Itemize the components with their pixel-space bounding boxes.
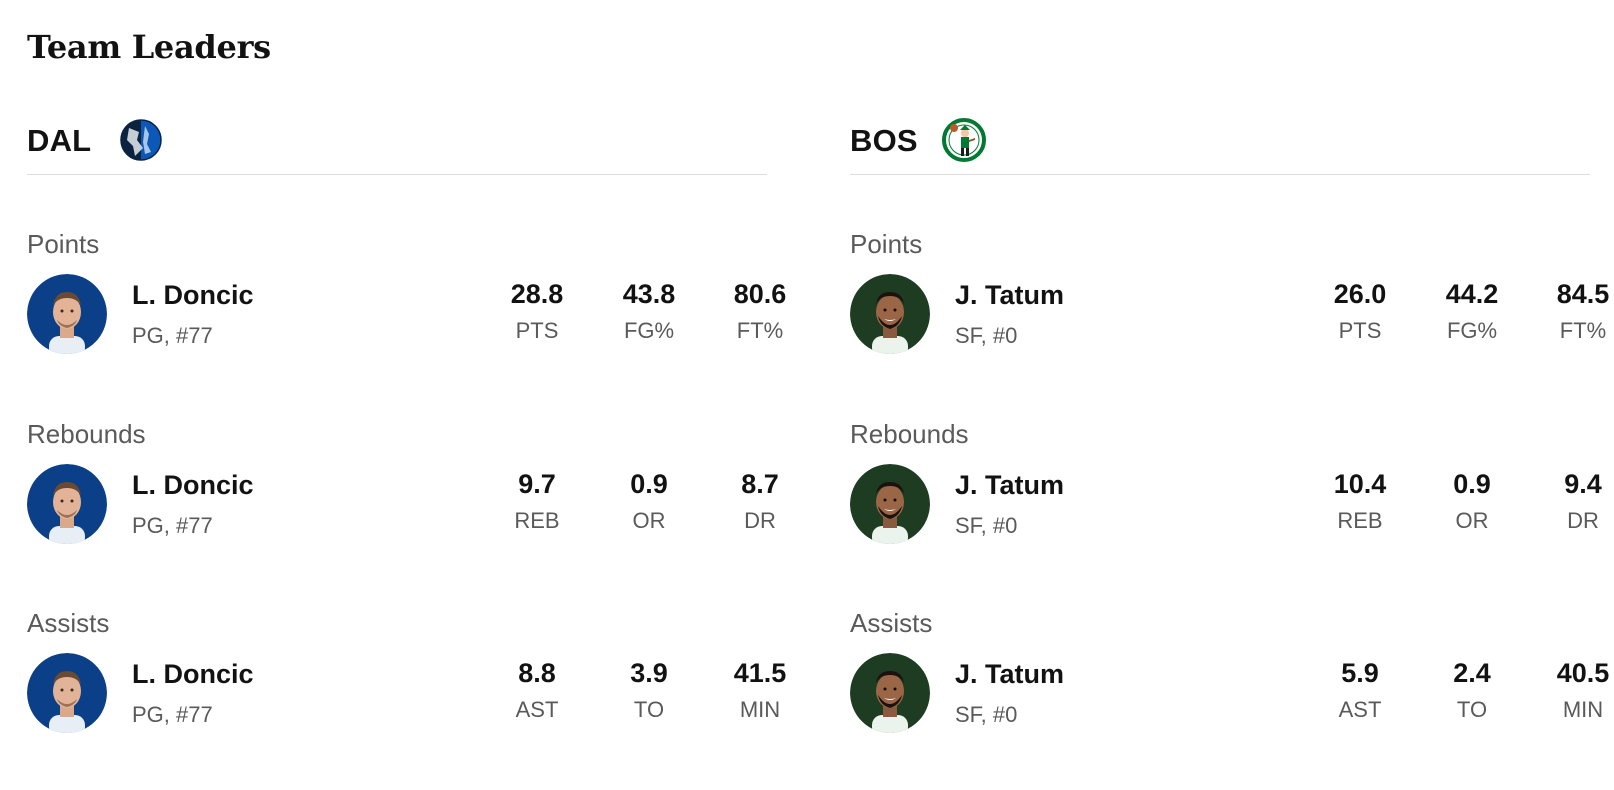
- player-name[interactable]: L. Doncic: [132, 470, 254, 500]
- stat-1: 8.8 AST: [482, 657, 592, 723]
- player-meta: PG, #77: [132, 323, 213, 348]
- stat-value: 0.9: [1453, 469, 1491, 499]
- stat-value: 43.8: [622, 279, 676, 309]
- stat-label: TO: [1456, 697, 1488, 722]
- team-abbr: DAL: [27, 123, 92, 158]
- stat-label: TO: [633, 697, 665, 722]
- stat-label: FT%: [736, 318, 784, 343]
- player-meta: SF, #0: [955, 702, 1018, 727]
- category-points: Points L. Doncic PG, #77: [27, 229, 786, 389]
- stat-label: OR: [632, 508, 666, 533]
- stat-value: 8.8: [518, 658, 556, 688]
- stat-label: OR: [1455, 508, 1489, 533]
- stat-value: 9.4: [1564, 469, 1602, 499]
- player-meta: SF, #0: [955, 323, 1018, 348]
- stat-value: 8.7: [741, 469, 779, 499]
- stat-label: DR: [744, 508, 776, 533]
- stat-1: 10.4 REB: [1305, 468, 1415, 534]
- stat-value: 0.9: [630, 469, 668, 499]
- player-meta: PG, #77: [132, 702, 213, 727]
- stat-label: REB: [514, 508, 560, 533]
- stat-3: 9.4 DR: [1528, 468, 1614, 534]
- stat-value: 44.2: [1445, 279, 1499, 309]
- stat-label: PTS: [515, 318, 559, 343]
- stat-value: 10.4: [1333, 469, 1387, 499]
- category-assists: Assists L. Doncic PG, #77: [27, 608, 786, 768]
- player-name[interactable]: L. Doncic: [132, 280, 254, 310]
- category-title: Rebounds: [850, 419, 969, 449]
- stat-label: AST: [515, 697, 559, 722]
- stat-value: 26.0: [1333, 279, 1387, 309]
- stat-label: FT%: [1559, 318, 1607, 343]
- team-header: BOS: [850, 110, 1590, 175]
- category-title: Points: [850, 229, 923, 259]
- stat-label: REB: [1337, 508, 1383, 533]
- stat-value: 84.5: [1556, 279, 1610, 309]
- stat-value: 2.4: [1453, 658, 1491, 688]
- stat-label: DR: [1567, 508, 1599, 533]
- category-title: Rebounds: [27, 419, 146, 449]
- stat-2: 43.8 FG%: [594, 278, 704, 344]
- leader-row[interactable]: L. Doncic PG, #77 28.8 PTS 43.8 FG% 80.6…: [27, 274, 786, 356]
- stat-value: 5.9: [1341, 658, 1379, 688]
- stat-1: 26.0 PTS: [1305, 278, 1415, 344]
- celtics-logo-icon: [942, 118, 986, 162]
- player-name[interactable]: J. Tatum: [955, 659, 1065, 689]
- player-photo-icon[interactable]: [850, 274, 930, 354]
- stat-1: 9.7 REB: [482, 468, 592, 534]
- page-title: Team Leaders: [27, 28, 271, 66]
- category-rebounds: Rebounds J. Tatum SF: [850, 419, 1602, 579]
- stat-1: 5.9 AST: [1305, 657, 1415, 723]
- stat-2: 0.9 OR: [1417, 468, 1527, 534]
- stat-label: AST: [1338, 697, 1382, 722]
- player-name[interactable]: J. Tatum: [955, 470, 1065, 500]
- stat-3: 8.7 DR: [705, 468, 815, 534]
- stat-value: 9.7: [518, 469, 556, 499]
- player-photo-icon[interactable]: [27, 274, 107, 354]
- category-points: Points J. Tatum SF,: [850, 229, 1609, 389]
- team-section-bos: BOS Points: [850, 110, 1609, 733]
- stat-2: 2.4 TO: [1417, 657, 1527, 723]
- leader-row[interactable]: L. Doncic PG, #77 9.7 REB 0.9 OR 8.7 DR: [27, 464, 779, 546]
- player-photo-icon[interactable]: [27, 464, 107, 544]
- player-photo-icon[interactable]: [27, 653, 107, 733]
- stat-label: MIN: [1562, 697, 1604, 722]
- category-title: Assists: [850, 608, 933, 638]
- team-abbr: BOS: [850, 123, 918, 158]
- stat-value: 28.8: [510, 279, 564, 309]
- stat-1: 28.8 PTS: [482, 278, 592, 344]
- player-name[interactable]: L. Doncic: [132, 659, 254, 689]
- stat-3: 80.6 FT%: [705, 278, 815, 344]
- stat-value: 40.5: [1556, 658, 1610, 688]
- leader-row[interactable]: J. Tatum SF, #0 26.0 PTS 44.2 FG% 84.5 F…: [850, 274, 1609, 356]
- player-photo-icon[interactable]: [850, 653, 930, 733]
- team-section-dal: DAL Points: [27, 110, 786, 733]
- stat-2: 44.2 FG%: [1417, 278, 1527, 344]
- stat-3: 40.5 MIN: [1528, 657, 1614, 723]
- stat-value: 3.9: [630, 658, 668, 688]
- stat-label: FG%: [623, 318, 675, 343]
- stat-3: 84.5 FT%: [1528, 278, 1614, 344]
- stat-2: 0.9 OR: [594, 468, 704, 534]
- mavericks-logo-icon: [119, 118, 163, 162]
- stat-3: 41.5 MIN: [705, 657, 815, 723]
- stat-2: 3.9 TO: [594, 657, 704, 723]
- team-header: DAL: [27, 110, 767, 175]
- stat-label: MIN: [739, 697, 781, 722]
- player-name[interactable]: J. Tatum: [955, 280, 1065, 310]
- player-photo-icon[interactable]: [850, 464, 930, 544]
- category-title: Points: [27, 229, 100, 259]
- player-meta: PG, #77: [132, 513, 213, 538]
- stat-value: 80.6: [733, 279, 787, 309]
- category-title: Assists: [27, 608, 110, 638]
- stat-label: PTS: [1338, 318, 1382, 343]
- player-meta: SF, #0: [955, 513, 1018, 538]
- category-rebounds: Rebounds L. Doncic PG, #77: [27, 419, 779, 579]
- leader-row[interactable]: J. Tatum SF, #0 5.9 AST 2.4 TO 40.5 MIN: [850, 653, 1609, 735]
- leader-row[interactable]: L. Doncic PG, #77 8.8 AST 3.9 TO 41.5 MI…: [27, 653, 786, 735]
- category-assists: Assists J. Tatum SF,: [850, 608, 1609, 768]
- leader-row[interactable]: J. Tatum SF, #0 10.4 REB 0.9 OR 9.4 DR: [850, 464, 1602, 546]
- stat-value: 41.5: [733, 658, 787, 688]
- stat-label: FG%: [1446, 318, 1498, 343]
